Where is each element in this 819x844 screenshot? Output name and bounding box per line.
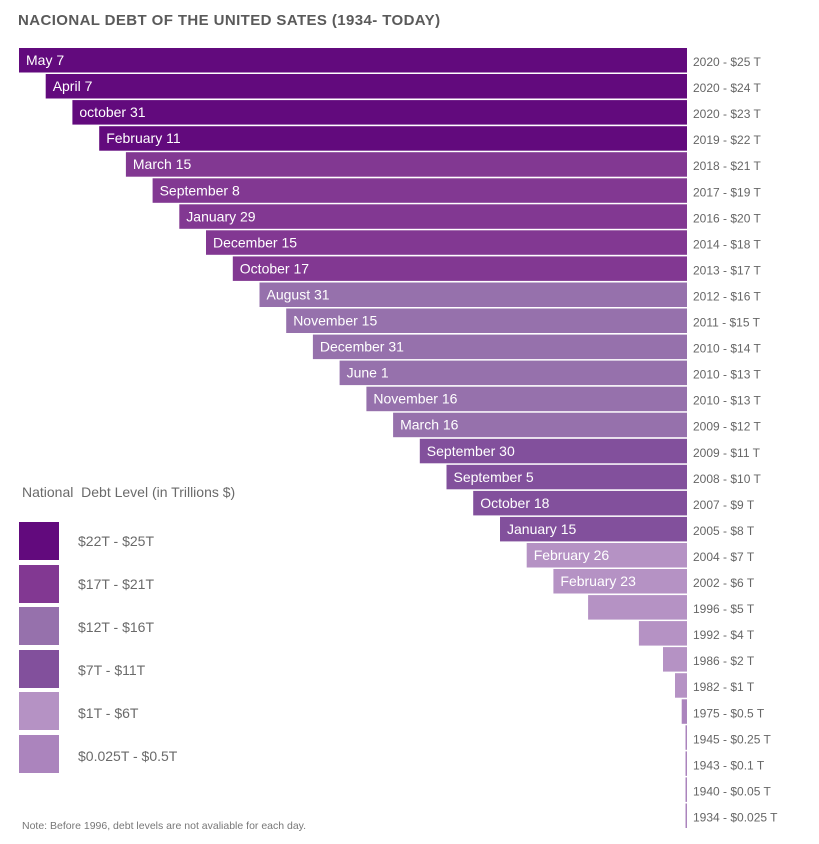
legend-label-7-11: $7T - $11T <box>78 662 146 678</box>
bar-21 <box>588 595 687 620</box>
legend-swatch-0025-05 <box>19 735 59 773</box>
bar-3 <box>99 126 687 151</box>
bar-28 <box>685 777 687 802</box>
bar-date-label-17: October 18 <box>480 495 549 511</box>
year-value-label-19: 2004 - $7 T <box>693 550 755 564</box>
year-value-label-3: 2019 - $22 T <box>693 133 761 147</box>
year-value-label-12: 2010 - $13 T <box>693 368 761 382</box>
bar-date-label-5: September 8 <box>160 182 240 198</box>
bar-7 <box>206 230 687 255</box>
bar-date-label-8: October 17 <box>240 260 309 276</box>
bar-date-label-18: January 15 <box>507 521 576 537</box>
year-value-label-0: 2020 - $25 T <box>693 55 761 69</box>
legend-label-17-21: $17T - $21T <box>78 576 155 592</box>
year-value-label-2: 2020 - $23 T <box>693 107 761 121</box>
bar-22 <box>638 621 687 646</box>
bar-4 <box>125 152 687 177</box>
year-value-label-6: 2016 - $20 T <box>693 211 761 225</box>
bar-date-label-4: March 15 <box>133 156 192 172</box>
year-value-label-9: 2012 - $16 T <box>693 290 761 304</box>
bar-6 <box>179 204 688 229</box>
legend-swatch-7-11 <box>19 650 59 688</box>
year-value-label-22: 1992 - $4 T <box>693 628 755 642</box>
bar-date-label-1: April 7 <box>53 78 93 94</box>
legend-swatch-1-6 <box>19 692 59 730</box>
bar-date-label-3: February 11 <box>106 130 181 146</box>
year-value-label-7: 2014 - $18 T <box>693 237 761 251</box>
bar-23 <box>663 647 687 672</box>
bar-0 <box>19 48 687 73</box>
bar-date-label-13: November 16 <box>373 391 457 407</box>
bar-date-label-6: January 29 <box>186 208 255 224</box>
bar-date-label-19: February 26 <box>534 547 610 563</box>
bar-12 <box>339 360 687 386</box>
year-value-label-21: 1996 - $5 T <box>693 602 755 616</box>
year-value-label-27: 1943 - $0.1 T <box>693 758 765 772</box>
year-value-label-10: 2011 - $15 T <box>693 316 761 330</box>
bar-18 <box>500 516 687 542</box>
bar-15 <box>419 438 687 464</box>
year-value-label-23: 1986 - $2 T <box>693 654 755 668</box>
legend-label-22-25: $22T - $25T <box>78 533 155 549</box>
year-value-label-4: 2018 - $21 T <box>693 159 761 173</box>
footnote: Note: Before 1996, debt levels are not a… <box>22 820 307 832</box>
year-value-label-13: 2010 - $13 T <box>693 394 761 408</box>
bar-date-label-20: February 23 <box>560 573 636 589</box>
legend-label-0025-05: $0.025T - $0.5T <box>78 748 178 764</box>
legend-title: National Debt Level (in Trillions $) <box>22 484 236 500</box>
legend-label-12-16: $12T - $16T <box>78 619 155 635</box>
bar-1 <box>45 74 687 99</box>
bar-20 <box>553 569 687 594</box>
year-value-label-26: 1945 - $0.25 T <box>693 732 772 746</box>
bar-8 <box>232 256 688 281</box>
year-value-label-16: 2008 - $10 T <box>693 472 761 486</box>
bar-date-label-0: May 7 <box>26 52 64 68</box>
legend-label-1-6: $1T - $6T <box>78 705 139 721</box>
bar-24 <box>675 673 687 698</box>
year-value-label-11: 2010 - $14 T <box>693 342 761 356</box>
year-value-label-14: 2009 - $12 T <box>693 420 761 434</box>
legend-swatch-22-25 <box>19 522 59 560</box>
bar-10 <box>286 308 687 333</box>
year-value-label-1: 2020 - $24 T <box>693 81 761 95</box>
bar-date-label-2: october 31 <box>79 104 145 120</box>
year-value-label-5: 2017 - $19 T <box>693 185 761 199</box>
bar-27 <box>685 751 687 776</box>
year-value-label-8: 2013 - $17 T <box>693 263 761 277</box>
year-value-label-15: 2009 - $11 T <box>693 446 761 460</box>
bar-29 <box>685 803 687 828</box>
bar-date-label-7: December 15 <box>213 234 297 250</box>
bar-2 <box>72 100 687 125</box>
bar-19 <box>526 543 687 568</box>
bar-date-label-14: March 16 <box>400 417 459 433</box>
bar-26 <box>685 725 687 750</box>
bar-date-label-11: December 31 <box>320 339 404 355</box>
bar-date-label-10: November 15 <box>293 313 377 329</box>
legend-swatch-12-16 <box>19 607 59 645</box>
year-value-label-20: 2002 - $6 T <box>693 576 755 590</box>
bar-date-label-12: June 1 <box>347 365 389 381</box>
bar-date-label-9: August 31 <box>267 287 330 303</box>
bar-13 <box>366 386 687 412</box>
year-value-label-29: 1934 - $0.025 T <box>693 811 778 825</box>
bar-11 <box>312 334 687 360</box>
bar-17 <box>473 490 687 516</box>
year-value-label-24: 1982 - $1 T <box>693 680 755 694</box>
legend-swatch-17-21 <box>19 565 59 603</box>
bar-9 <box>259 282 687 307</box>
bar-date-label-16: September 5 <box>454 469 534 485</box>
bar-14 <box>393 412 687 438</box>
year-value-label-18: 2005 - $8 T <box>693 524 755 538</box>
year-value-label-28: 1940 - $0.05 T <box>693 784 772 798</box>
year-value-label-17: 2007 - $9 T <box>693 498 755 512</box>
chart-title: NACIONAL DEBT OF THE UNITED SATES (1934-… <box>18 12 441 29</box>
bar-25 <box>681 699 687 724</box>
bar-date-label-15: September 30 <box>427 443 515 459</box>
bar-16 <box>446 464 687 490</box>
bar-5 <box>152 178 688 203</box>
year-value-label-25: 1975 - $0.5 T <box>693 706 765 720</box>
